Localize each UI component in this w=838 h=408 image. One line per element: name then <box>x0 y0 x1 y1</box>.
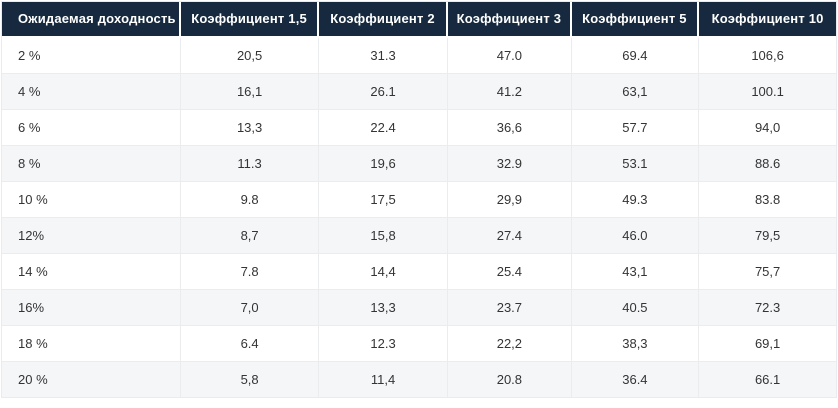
value-cell: 14,4 <box>318 254 449 290</box>
value-cell: 19,6 <box>318 146 449 182</box>
table-row: 14 % 7.8 14,4 25.4 43,1 75,7 <box>2 254 836 290</box>
table-body: 2 % 20,5 31.3 47.0 69.4 106,6 4 % 16,1 26.1 41.2 6… <box>2 38 836 397</box>
value-cell: 69.4 <box>571 38 700 74</box>
value-cell: 11.3 <box>181 146 319 182</box>
value-cell: 53.1 <box>571 146 700 182</box>
column-header: Ожидаемая доходность <box>2 2 182 38</box>
value-cell: 6.4 <box>181 326 319 362</box>
column-header: Коэффициент 2 <box>318 2 449 38</box>
table-row: 2 % 20,5 31.3 47.0 69.4 106,6 <box>2 38 836 74</box>
value-cell: 79,5 <box>699 218 836 254</box>
value-cell: 12.3 <box>318 326 449 362</box>
value-cell: 20.8 <box>448 362 572 397</box>
value-cell: 47.0 <box>448 38 572 74</box>
value-cell: 36.4 <box>571 362 700 397</box>
row-label-cell: 6 % <box>2 110 182 146</box>
row-label-cell: 10 % <box>2 182 182 218</box>
row-label-cell: 16% <box>2 290 182 326</box>
value-cell: 17,5 <box>318 182 449 218</box>
value-cell: 16,1 <box>181 74 319 110</box>
value-cell: 8,7 <box>181 218 319 254</box>
value-cell: 25.4 <box>448 254 572 290</box>
value-cell: 57.7 <box>571 110 700 146</box>
table-header: Ожидаемая доходность Коэффициент 1,5 Коэфф… <box>2 2 836 38</box>
value-cell: 46.0 <box>571 218 700 254</box>
value-cell: 20,5 <box>181 38 319 74</box>
value-cell: 22,2 <box>448 326 572 362</box>
header-row: Ожидаемая доходность Коэффициент 1,5 Коэфф… <box>2 2 836 38</box>
value-cell: 72.3 <box>699 290 836 326</box>
value-cell: 49.3 <box>571 182 700 218</box>
value-cell: 75,7 <box>699 254 836 290</box>
data-table: Ожидаемая доходность Коэффициент 1,5 Коэфф… <box>2 2 836 397</box>
value-cell: 26.1 <box>318 74 449 110</box>
value-cell: 36,6 <box>448 110 572 146</box>
row-label-cell: 2 % <box>2 38 182 74</box>
column-header: Коэффициент 1,5 <box>181 2 319 38</box>
row-label-cell: 8 % <box>2 146 182 182</box>
column-header: Коэффициент 10 <box>699 2 836 38</box>
value-cell: 9.8 <box>181 182 319 218</box>
value-cell: 41.2 <box>448 74 572 110</box>
value-cell: 23.7 <box>448 290 572 326</box>
value-cell: 88.6 <box>699 146 836 182</box>
column-header: Коэффициент 5 <box>571 2 700 38</box>
expected-return-coefficient-table: Ожидаемая доходность Коэффициент 1,5 Коэфф… <box>1 1 837 398</box>
column-header: Коэффициент 3 <box>448 2 572 38</box>
value-cell: 11,4 <box>318 362 449 397</box>
value-cell: 22.4 <box>318 110 449 146</box>
value-cell: 15,8 <box>318 218 449 254</box>
value-cell: 38,3 <box>571 326 700 362</box>
value-cell: 7,0 <box>181 290 319 326</box>
value-cell: 29,9 <box>448 182 572 218</box>
value-cell: 69,1 <box>699 326 836 362</box>
value-cell: 7.8 <box>181 254 319 290</box>
table-row: 10 % 9.8 17,5 29,9 49.3 83.8 <box>2 182 836 218</box>
row-label-cell: 14 % <box>2 254 182 290</box>
table-row: 8 % 11.3 19,6 32.9 53.1 88.6 <box>2 146 836 182</box>
table-row: 4 % 16,1 26.1 41.2 63,1 100.1 <box>2 74 836 110</box>
value-cell: 66.1 <box>699 362 836 397</box>
value-cell: 5,8 <box>181 362 319 397</box>
table-row: 18 % 6.4 12.3 22,2 38,3 69,1 <box>2 326 836 362</box>
value-cell: 13,3 <box>181 110 319 146</box>
value-cell: 27.4 <box>448 218 572 254</box>
table-row: 12% 8,7 15,8 27.4 46.0 79,5 <box>2 218 836 254</box>
value-cell: 106,6 <box>699 38 836 74</box>
row-label-cell: 18 % <box>2 326 182 362</box>
table-row: 16% 7,0 13,3 23.7 40.5 72.3 <box>2 290 836 326</box>
value-cell: 40.5 <box>571 290 700 326</box>
value-cell: 13,3 <box>318 290 449 326</box>
table-row: 6 % 13,3 22.4 36,6 57.7 94,0 <box>2 110 836 146</box>
row-label-cell: 20 % <box>2 362 182 397</box>
value-cell: 43,1 <box>571 254 700 290</box>
table-row: 20 % 5,8 11,4 20.8 36.4 66.1 <box>2 362 836 397</box>
value-cell: 83.8 <box>699 182 836 218</box>
value-cell: 31.3 <box>318 38 449 74</box>
value-cell: 32.9 <box>448 146 572 182</box>
row-label-cell: 4 % <box>2 74 182 110</box>
value-cell: 63,1 <box>571 74 700 110</box>
value-cell: 100.1 <box>699 74 836 110</box>
value-cell: 94,0 <box>699 110 836 146</box>
row-label-cell: 12% <box>2 218 182 254</box>
